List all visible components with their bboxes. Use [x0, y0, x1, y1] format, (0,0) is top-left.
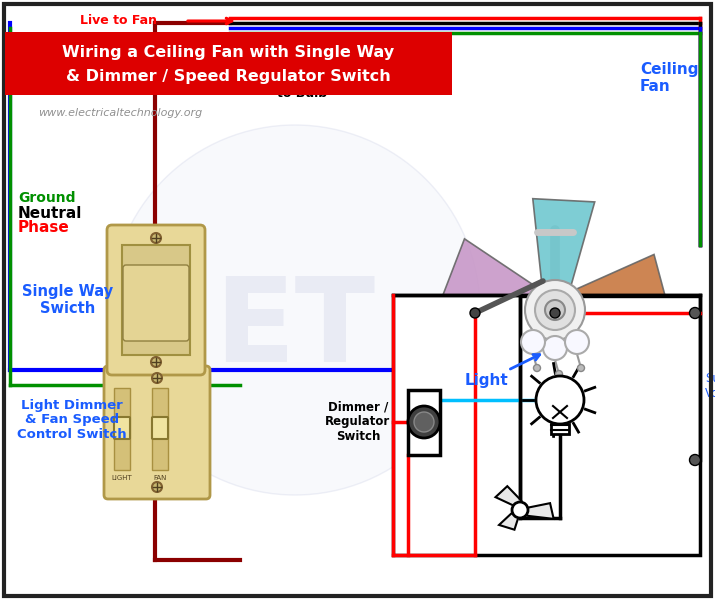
Text: LIGHT: LIGHT [112, 475, 132, 481]
Circle shape [152, 373, 162, 383]
Circle shape [543, 336, 567, 360]
Polygon shape [495, 486, 521, 507]
Text: Live to Fan: Live to Fan [80, 13, 157, 26]
Text: & Dimmer / Speed Regulator Switch: & Dimmer / Speed Regulator Switch [66, 68, 390, 83]
Text: Phase: Phase [18, 220, 70, 235]
Circle shape [535, 290, 575, 330]
Text: Strapper Wire
to Bulb: Strapper Wire to Bulb [252, 72, 351, 100]
Circle shape [565, 330, 589, 354]
Circle shape [533, 364, 541, 371]
Text: Single Way
Swicth: Single Way Swicth [22, 284, 114, 316]
Text: SPST Switch: SPST Switch [472, 319, 558, 332]
Text: N: N [671, 453, 683, 467]
Text: Light: Light [465, 355, 540, 388]
Circle shape [525, 280, 585, 340]
Polygon shape [533, 199, 595, 289]
FancyBboxPatch shape [107, 225, 205, 375]
Circle shape [414, 412, 434, 432]
Polygon shape [573, 254, 670, 318]
FancyBboxPatch shape [104, 366, 210, 499]
Circle shape [151, 233, 161, 243]
Circle shape [689, 455, 701, 466]
Bar [152, 388, 168, 470]
Polygon shape [499, 514, 519, 530]
Text: www.electricaltechnology.org: www.electricaltechnology.org [38, 108, 202, 118]
FancyBboxPatch shape [114, 417, 130, 439]
Circle shape [110, 125, 480, 495]
Text: Wiring a Ceiling Fan with Single Way: Wiring a Ceiling Fan with Single Way [62, 45, 394, 60]
Text: Dimmer /
Regulator
Switch: Dimmer / Regulator Switch [325, 401, 390, 443]
Text: FAN: FAN [153, 475, 167, 481]
Circle shape [578, 364, 584, 371]
Circle shape [550, 308, 560, 318]
Text: Neutral: Neutral [18, 205, 82, 220]
Circle shape [521, 330, 545, 354]
FancyBboxPatch shape [152, 417, 168, 439]
Bar [114, 388, 130, 470]
Circle shape [512, 502, 528, 518]
Text: Ceiling
Fan: Ceiling Fan [640, 62, 699, 94]
Text: ET: ET [214, 272, 375, 388]
Bar [122, 245, 190, 355]
Text: Bulb: Bulb [487, 409, 521, 421]
Circle shape [151, 357, 161, 367]
Polygon shape [443, 239, 540, 315]
Bar [408, 390, 440, 455]
Text: Light Dimmer
& Fan Speed
Control Switch: Light Dimmer & Fan Speed Control Switch [17, 398, 127, 442]
Bar [393, 295, 700, 555]
FancyBboxPatch shape [123, 265, 189, 341]
Circle shape [545, 300, 565, 320]
Polygon shape [525, 503, 553, 519]
Text: Supply
Volatge: Supply Volatge [705, 372, 715, 400]
Circle shape [152, 482, 162, 492]
Bar [551, 424, 569, 434]
Circle shape [408, 406, 440, 438]
Circle shape [470, 308, 480, 318]
Text: 230-V AC: 230-V AC [105, 364, 168, 377]
Text: L: L [674, 306, 683, 320]
Bar [5, 32, 452, 95]
Circle shape [536, 376, 584, 424]
Text: Ceiling Fan: Ceiling Fan [535, 499, 608, 511]
Circle shape [556, 370, 563, 377]
Polygon shape [459, 318, 552, 413]
Text: Ground: Ground [18, 191, 76, 205]
Circle shape [689, 307, 701, 319]
Polygon shape [556, 321, 638, 421]
Text: Earth: Earth [105, 379, 139, 391]
